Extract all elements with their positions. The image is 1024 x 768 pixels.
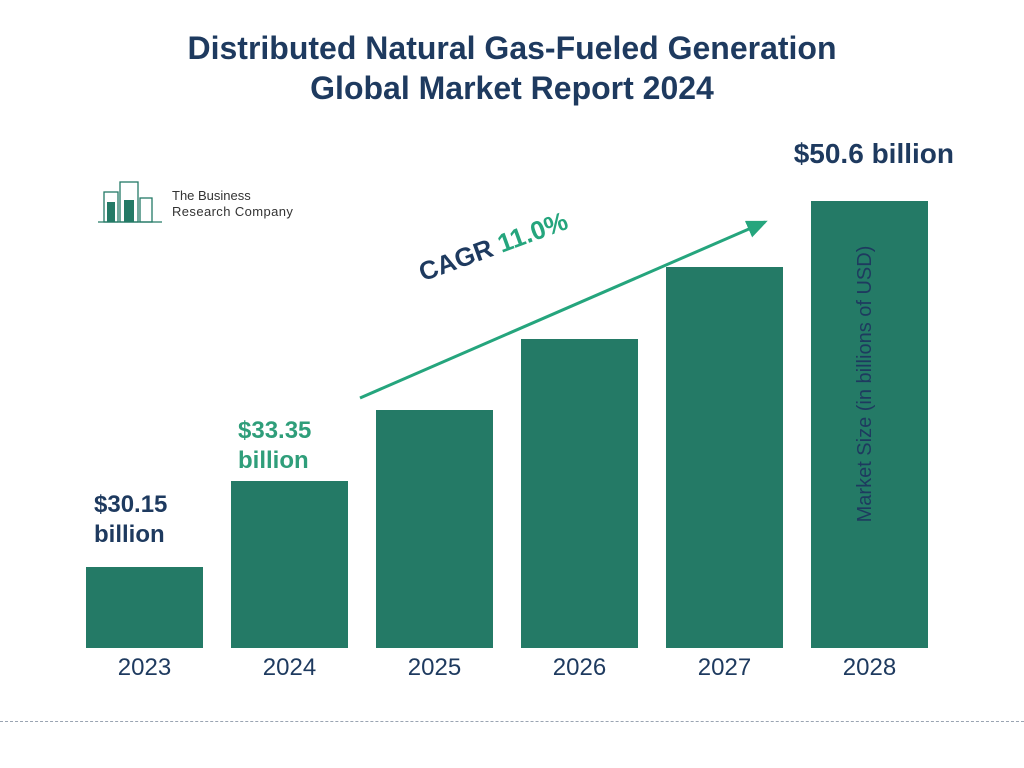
peak-value-label: $50.6 billion	[794, 138, 954, 170]
callout-2024-unit: billion	[238, 447, 309, 474]
xlabel-2024: 2024	[231, 654, 348, 682]
bottom-divider	[0, 721, 1024, 722]
callout-2024: $33.35 billion	[238, 416, 311, 476]
bar-2024	[231, 481, 348, 648]
title-line-2: Global Market Report 2024	[310, 70, 714, 106]
callout-2023: $30.15 billion	[94, 490, 167, 550]
bar-2026	[521, 339, 638, 648]
xlabel-2023: 2023	[86, 654, 203, 682]
title-line-1: Distributed Natural Gas-Fueled Generatio…	[188, 30, 837, 66]
callout-2023-unit: billion	[94, 521, 165, 548]
bar-2023	[86, 567, 203, 648]
chart-title: Distributed Natural Gas-Fueled Generatio…	[0, 0, 1024, 114]
xlabel-2026: 2026	[521, 654, 638, 682]
x-axis-labels: 2023 2024 2025 2026 2027 2028	[86, 654, 928, 682]
y-axis-label: Market Size (in billions of USD)	[854, 246, 877, 523]
callout-2023-value: $30.15	[94, 491, 167, 518]
bar-2025	[376, 410, 493, 648]
callout-2024-value: $33.35	[238, 417, 311, 444]
xlabel-2027: 2027	[666, 654, 783, 682]
xlabel-2028: 2028	[811, 654, 928, 682]
xlabel-2025: 2025	[376, 654, 493, 682]
bar-2027	[666, 267, 783, 648]
